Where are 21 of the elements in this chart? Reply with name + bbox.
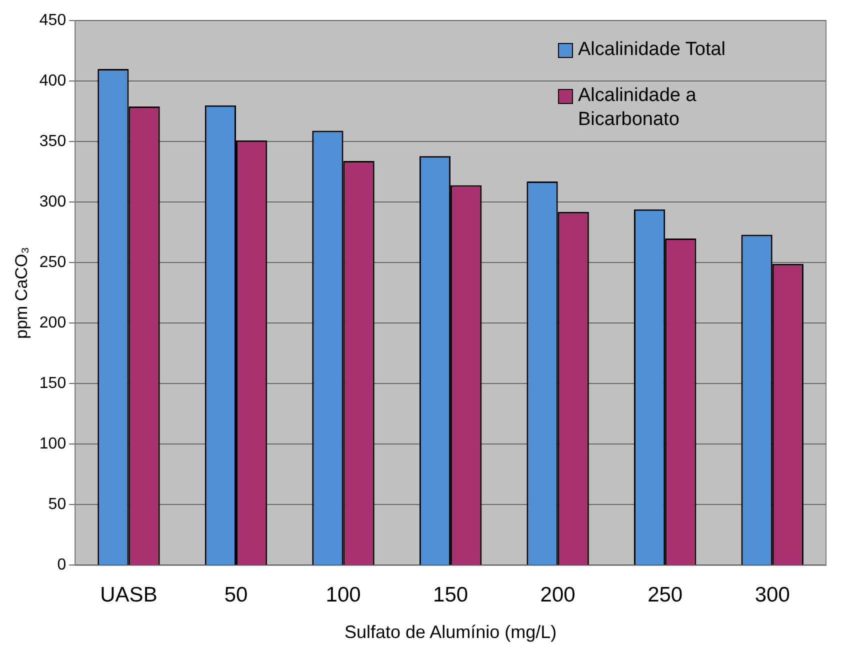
y-tick-label: 50: [48, 496, 66, 514]
y-tick-label: 450: [39, 12, 66, 30]
y-tick-label: 300: [39, 194, 66, 211]
y-tick-label: 250: [39, 254, 66, 272]
x-tick-label: 150: [433, 584, 468, 607]
x-tick-label: 200: [540, 584, 576, 607]
y-tick-label: 350: [39, 133, 66, 150]
x-tick-label: UASB: [100, 584, 158, 607]
x-tick-label: 250: [648, 584, 683, 607]
x-tick-label: 50: [224, 584, 248, 607]
y-tick-label: 150: [39, 375, 66, 392]
x-tick-label: 300: [754, 584, 790, 607]
y-tick-label: 200: [39, 314, 66, 332]
y-tick-label: 100: [39, 436, 66, 453]
x-tick-label: 100: [326, 584, 361, 607]
x-axis-title: Sulfato de Alumínio (mg/L): [344, 622, 557, 642]
y-axis-title: ppm CaCO₃: [12, 246, 31, 339]
legend-label: Alcalinidade a Bicarbonato: [578, 84, 698, 132]
y-tick-label: 400: [39, 72, 66, 90]
y-tick-label: 0: [57, 556, 66, 574]
legend-label: Alcalinidade Total: [578, 38, 726, 62]
